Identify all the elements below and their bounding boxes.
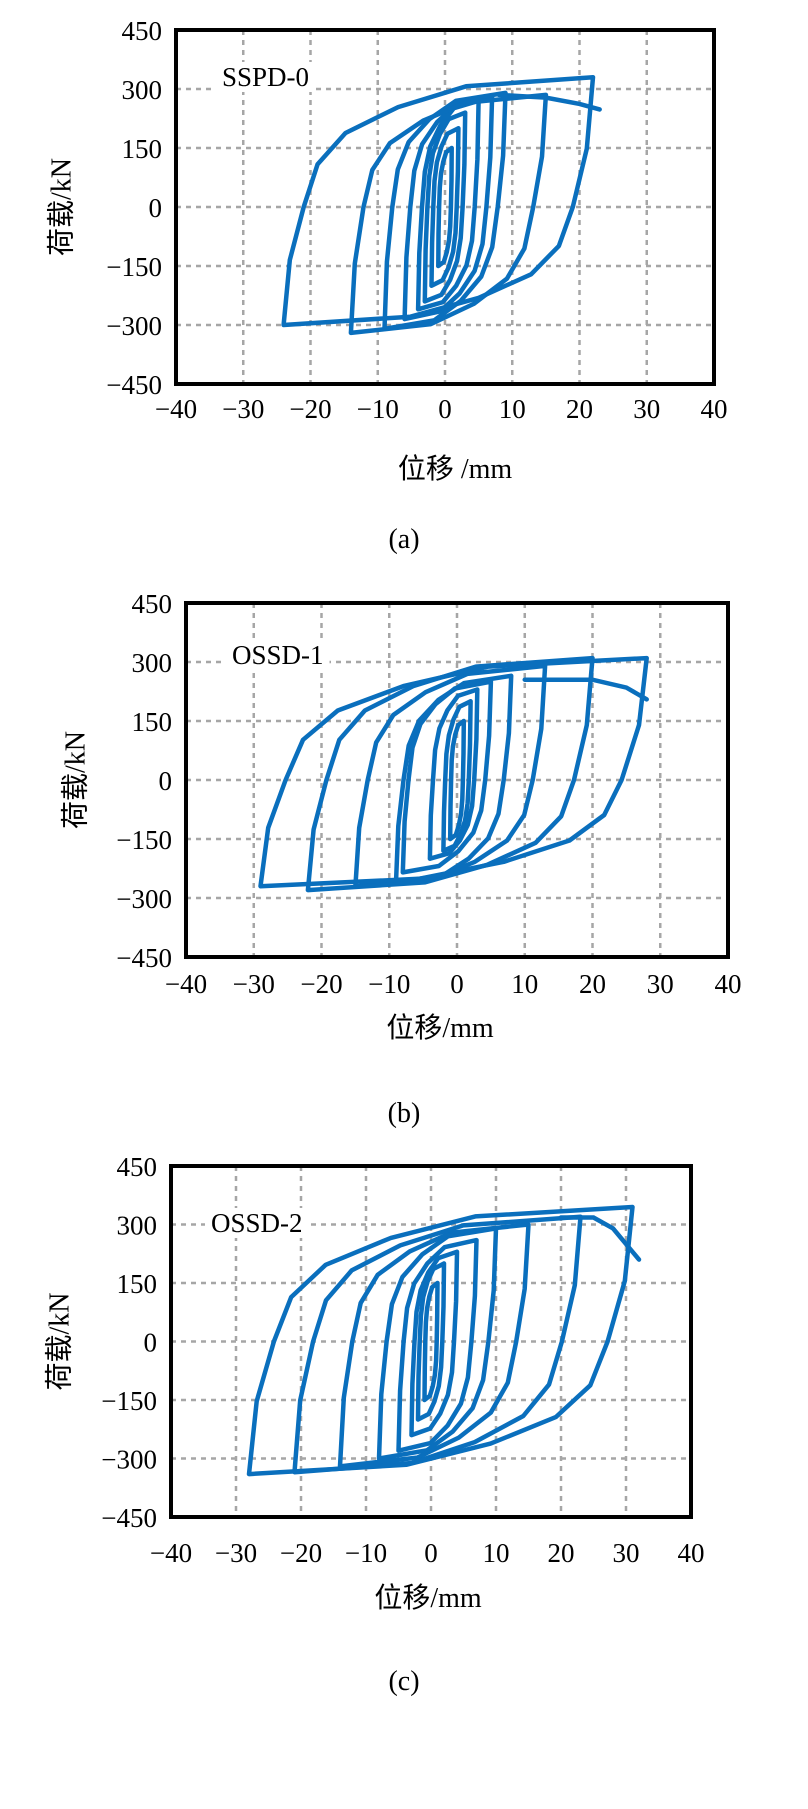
y-axis-title: 荷载/kN [59,731,91,829]
x-tick-label: 30 [613,1538,640,1568]
descending-tail [496,92,602,112]
x-tick-label: −40 [165,969,207,999]
specimen-label: OSSD-2 [211,1208,303,1238]
x-tick-label: −30 [233,969,275,999]
descending-tail [522,677,649,702]
x-tick-label: 10 [499,394,526,424]
hysteresis-loop-4 [376,1226,499,1461]
hysteresis-loop-1 [441,699,473,854]
x-tick-label: −40 [150,1538,192,1568]
specimen-label: OSSD-1 [232,640,324,670]
hysteresis-loop-1 [415,1261,447,1422]
descending-tail [558,1215,642,1262]
plot-frame [174,28,716,386]
y-tick-label: −300 [106,311,162,341]
x-tick-label: 30 [633,394,660,424]
hysteresis-loop-5 [337,1222,531,1469]
x-tick-label: −20 [300,969,342,999]
y-tick-label: 300 [122,75,163,105]
hysteresis-loop-7 [246,1204,635,1477]
x-tick-label: 0 [438,394,452,424]
x-tick-label: 20 [548,1538,575,1568]
y-tick-label: 450 [132,589,173,619]
y-tick-label: 300 [132,648,173,678]
y-tick-label: 150 [132,707,173,737]
label-background [226,640,330,670]
hysteresis-loop-0 [447,718,467,842]
y-tick-label: −300 [116,884,172,914]
y-tick-label: −150 [116,825,172,855]
y-tick-label: 0 [159,766,173,796]
hysteresis-loop-3 [396,1237,479,1453]
x-tick-label: 40 [715,969,742,999]
y-tick-label: 150 [122,134,163,164]
label-background [216,62,316,92]
x-tick-label: 20 [579,969,606,999]
y-tick-label: 0 [149,193,163,223]
panel-caption: (b) [388,1098,421,1129]
x-tick-label: −20 [289,394,331,424]
label-background [205,1208,309,1238]
x-tick-label: 40 [701,394,728,424]
y-tick-label: 450 [117,1152,158,1182]
y-tick-label: −450 [106,370,162,400]
x-tick-label: 10 [511,969,538,999]
y-tick-label: −300 [101,1445,157,1475]
y-tick-label: −450 [101,1503,157,1533]
hysteresis-loop-3 [415,98,481,312]
y-tick-label: 150 [117,1269,158,1299]
hysteresis-loop-1 [429,126,461,288]
y-tick-label: 300 [117,1211,158,1241]
x-axis-title: 位移/mm [386,1012,494,1044]
y-tick-label: 0 [144,1328,158,1358]
hysteresis-loop-2 [427,687,480,861]
x-tick-label: −30 [222,394,264,424]
plot-frame [169,1164,693,1519]
panel-caption: (c) [388,1666,419,1697]
x-tick-label: 0 [450,969,464,999]
y-tick-label: −150 [106,252,162,282]
hysteresis-loop-6 [305,655,595,893]
hysteresis-loop-2 [422,110,468,304]
x-tick-label: 10 [483,1538,510,1568]
y-axis-title: 荷载/kN [43,1292,75,1390]
plot-frame [184,601,730,959]
hysteresis-loop-7 [281,74,596,328]
x-tick-label: 40 [678,1538,705,1568]
x-axis-title: 位移 /mm [398,453,513,485]
hysteresis-loop-6 [348,92,549,336]
hysteresis-loop-0 [436,145,454,269]
y-tick-label: −450 [116,943,172,973]
panel-caption: (a) [388,524,419,555]
x-tick-label: 20 [566,394,593,424]
hysteresis-loop-2 [409,1249,460,1438]
x-tick-label: −40 [155,394,197,424]
x-tick-label: −20 [280,1538,322,1568]
x-tick-label: −10 [357,394,399,424]
specimen-label: SSPD-0 [222,62,309,92]
y-tick-label: 450 [122,16,163,46]
y-tick-label: −150 [101,1386,157,1416]
x-tick-label: −10 [368,969,410,999]
x-tick-label: 30 [647,969,674,999]
y-axis-title: 荷载/kN [45,158,77,256]
x-axis-title: 位移/mm [374,1582,482,1614]
hysteresis-loop-0 [422,1280,440,1403]
x-tick-label: −30 [215,1538,257,1568]
x-tick-label: −10 [345,1538,387,1568]
x-tick-label: 0 [424,1538,438,1568]
hysteresis-loop-7 [258,655,649,889]
